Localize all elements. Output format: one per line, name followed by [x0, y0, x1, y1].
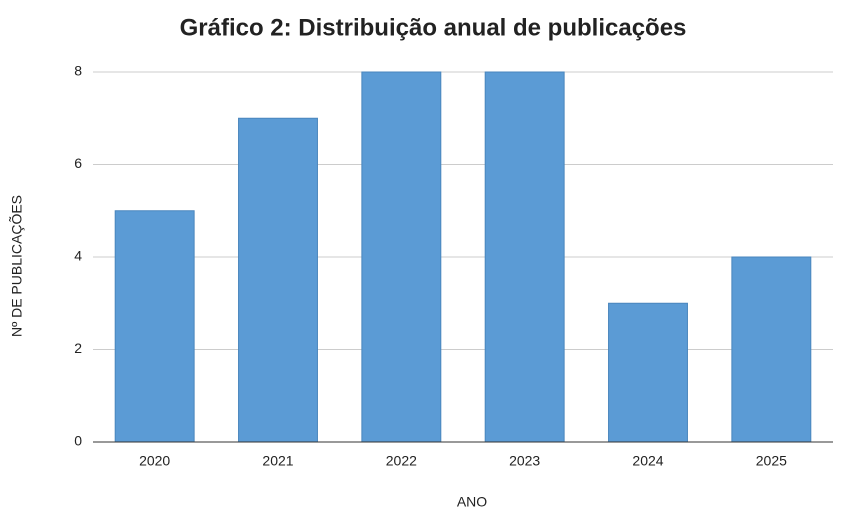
y-tick-label: 2: [74, 340, 82, 356]
bar: [608, 302, 688, 443]
bar: [238, 117, 318, 443]
y-tick-label: 4: [74, 248, 82, 264]
x-tick-label: 2024: [632, 453, 663, 469]
x-tick-label: 2020: [139, 453, 170, 469]
y-axis-label: Nº DE PUBLICAÇÕES: [9, 195, 25, 337]
y-tick-label: 8: [74, 63, 82, 79]
bar: [114, 210, 195, 443]
bar: [484, 71, 565, 443]
x-axis-label: ANO: [457, 494, 487, 510]
x-tick-label: 2023: [509, 453, 540, 469]
x-tick-label: 2025: [756, 453, 787, 469]
bar: [731, 256, 812, 443]
x-tick-label: 2021: [262, 453, 293, 469]
y-tick-label: 6: [74, 155, 82, 171]
x-tick-label: 2022: [386, 453, 417, 469]
chart-title: Gráfico 2: Distribuição anual de publica…: [180, 14, 687, 41]
y-tick-label: 0: [74, 433, 82, 449]
bar: [361, 71, 442, 443]
